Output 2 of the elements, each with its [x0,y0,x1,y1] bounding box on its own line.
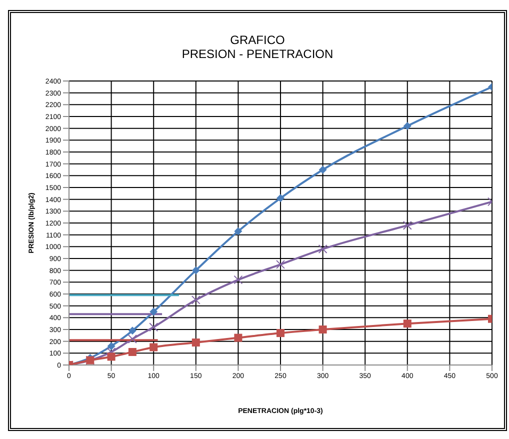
chart-title: GRAFICO [229,33,286,47]
chart-subtitle: PRESION - PENETRACION [180,47,334,61]
